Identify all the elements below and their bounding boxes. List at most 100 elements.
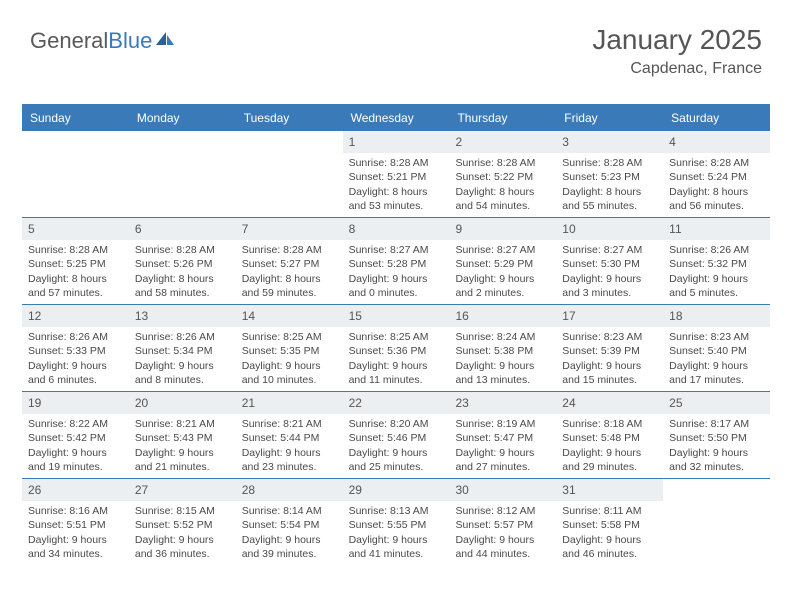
- day-number: 19: [22, 392, 129, 414]
- day-cell: 10 Sunrise: 8:27 AMSunset: 5:30 PMDayligh…: [556, 218, 663, 304]
- day-info: Sunrise: 8:18 AMSunset: 5:48 PMDaylight:…: [556, 417, 663, 478]
- day-info: Sunrise: 8:27 AMSunset: 5:29 PMDaylight:…: [449, 243, 556, 304]
- day-info: Sunrise: 8:14 AMSunset: 5:54 PMDaylight:…: [236, 504, 343, 565]
- day-info: Sunrise: 8:27 AMSunset: 5:28 PMDaylight:…: [343, 243, 450, 304]
- day-info: Sunrise: 8:16 AMSunset: 5:51 PMDaylight:…: [22, 504, 129, 565]
- day-header: Sunday: [22, 106, 129, 130]
- day-cell: 30Sunrise: 8:12 AMSunset: 5:57 PMDayligh…: [449, 479, 556, 565]
- logo-word-b: Blue: [108, 28, 152, 53]
- day-number: 28: [236, 479, 343, 501]
- day-info: Sunrise: 8:25 AMSunset: 5:36 PMDaylight:…: [343, 330, 450, 391]
- day-number: 22: [343, 392, 450, 414]
- day-number: 14: [236, 305, 343, 327]
- day-cell: 12Sunrise: 8:26 AMSunset: 5:33 PMDayligh…: [22, 305, 129, 391]
- day-number: 27: [129, 479, 236, 501]
- day-cell: 15 Sunrise: 8:25 AMSunset: 5:36 PMDayligh…: [343, 305, 450, 391]
- week-row: 26 Sunrise: 8:16 AMSunset: 5:51 PMDayligh…: [22, 478, 770, 565]
- day-cell: 22 Sunrise: 8:20 AMSunset: 5:46 PMDayligh…: [343, 392, 450, 478]
- day-cell: 9 Sunrise: 8:27 AMSunset: 5:29 PMDaylight…: [449, 218, 556, 304]
- day-number: 24: [556, 392, 663, 414]
- day-info: Sunrise: 8:19 AMSunset: 5:47 PMDaylight:…: [449, 417, 556, 478]
- day-info: Sunrise: 8:23 AMSunset: 5:40 PMDaylight:…: [663, 330, 770, 391]
- day-header: Monday: [129, 106, 236, 130]
- day-cell: 8 Sunrise: 8:27 AMSunset: 5:28 PMDaylight…: [343, 218, 450, 304]
- day-number: 31: [556, 479, 663, 501]
- location-subtitle: Capdenac, France: [592, 60, 762, 78]
- day-info: Sunrise: 8:21 AMSunset: 5:43 PMDaylight:…: [129, 417, 236, 478]
- day-cell: 13 Sunrise: 8:26 AMSunset: 5:34 PMDayligh…: [129, 305, 236, 391]
- day-number: 2: [449, 131, 556, 153]
- month-title: January 2025: [592, 24, 762, 56]
- day-cell: 27 Sunrise: 8:15 AMSunset: 5:52 PMDayligh…: [129, 479, 236, 565]
- day-number: 30: [449, 479, 556, 501]
- day-header: Wednesday: [343, 106, 450, 130]
- day-cell: 5 Sunrise: 8:28 AMSunset: 5:25 PMDaylight…: [22, 218, 129, 304]
- day-header-row: SundayMondayTuesdayWednesdayThursdayFrid…: [22, 106, 770, 130]
- day-info: Sunrise: 8:28 AMSunset: 5:25 PMDaylight:…: [22, 243, 129, 304]
- week-row: 19Sunrise: 8:22 AMSunset: 5:42 PMDayligh…: [22, 391, 770, 478]
- day-cell: [22, 131, 129, 217]
- day-info: Sunrise: 8:11 AMSunset: 5:58 PMDaylight:…: [556, 504, 663, 565]
- day-number: 23: [449, 392, 556, 414]
- day-info: Sunrise: 8:15 AMSunset: 5:52 PMDaylight:…: [129, 504, 236, 565]
- day-cell: 4 Sunrise: 8:28 AMSunset: 5:24 PMDaylight…: [663, 131, 770, 217]
- day-info: Sunrise: 8:27 AMSunset: 5:30 PMDaylight:…: [556, 243, 663, 304]
- day-cell: 25Sunrise: 8:17 AMSunset: 5:50 PMDayligh…: [663, 392, 770, 478]
- day-number: 8: [343, 218, 450, 240]
- day-cell: 20 Sunrise: 8:21 AMSunset: 5:43 PMDayligh…: [129, 392, 236, 478]
- day-cell: 6Sunrise: 8:28 AMSunset: 5:26 PMDaylight…: [129, 218, 236, 304]
- brand-logo: GeneralBlue: [30, 28, 176, 54]
- day-cell: 21 Sunrise: 8:21 AMSunset: 5:44 PMDayligh…: [236, 392, 343, 478]
- day-number: 10: [556, 218, 663, 240]
- logo-text: GeneralBlue: [30, 28, 152, 54]
- day-info: Sunrise: 8:26 AMSunset: 5:34 PMDaylight:…: [129, 330, 236, 391]
- day-cell: 23 Sunrise: 8:19 AMSunset: 5:47 PMDayligh…: [449, 392, 556, 478]
- day-number: 12: [22, 305, 129, 327]
- day-number: 3: [556, 131, 663, 153]
- day-header: Friday: [556, 106, 663, 130]
- week-row: 1Sunrise: 8:28 AMSunset: 5:21 PMDaylight…: [22, 130, 770, 217]
- day-cell: 7Sunrise: 8:28 AMSunset: 5:27 PMDaylight…: [236, 218, 343, 304]
- day-number: 29: [343, 479, 450, 501]
- day-cell: 29 Sunrise: 8:13 AMSunset: 5:55 PMDayligh…: [343, 479, 450, 565]
- day-number: 16: [449, 305, 556, 327]
- day-info: Sunrise: 8:21 AMSunset: 5:44 PMDaylight:…: [236, 417, 343, 478]
- day-header: Thursday: [449, 106, 556, 130]
- day-info: Sunrise: 8:28 AMSunset: 5:23 PMDaylight:…: [556, 156, 663, 217]
- day-number: 26: [22, 479, 129, 501]
- day-number: 1: [343, 131, 450, 153]
- day-cell: 17Sunrise: 8:23 AMSunset: 5:39 PMDayligh…: [556, 305, 663, 391]
- day-info: Sunrise: 8:20 AMSunset: 5:46 PMDaylight:…: [343, 417, 450, 478]
- day-number: 5: [22, 218, 129, 240]
- logo-sail-icon: [154, 30, 176, 53]
- day-number: 11: [663, 218, 770, 240]
- weeks-container: 1Sunrise: 8:28 AMSunset: 5:21 PMDaylight…: [22, 130, 770, 565]
- day-cell: 19Sunrise: 8:22 AMSunset: 5:42 PMDayligh…: [22, 392, 129, 478]
- day-cell: 18 Sunrise: 8:23 AMSunset: 5:40 PMDayligh…: [663, 305, 770, 391]
- day-number: 4: [663, 131, 770, 153]
- day-info: Sunrise: 8:24 AMSunset: 5:38 PMDaylight:…: [449, 330, 556, 391]
- day-info: Sunrise: 8:28 AMSunset: 5:24 PMDaylight:…: [663, 156, 770, 217]
- day-number: 13: [129, 305, 236, 327]
- day-info: Sunrise: 8:26 AMSunset: 5:32 PMDaylight:…: [663, 243, 770, 304]
- week-row: 5 Sunrise: 8:28 AMSunset: 5:25 PMDaylight…: [22, 217, 770, 304]
- day-number: 9: [449, 218, 556, 240]
- day-info: Sunrise: 8:25 AMSunset: 5:35 PMDaylight:…: [236, 330, 343, 391]
- day-info: Sunrise: 8:13 AMSunset: 5:55 PMDaylight:…: [343, 504, 450, 565]
- day-number: 7: [236, 218, 343, 240]
- calendar: SundayMondayTuesdayWednesdayThursdayFrid…: [22, 104, 770, 565]
- day-number: 15: [343, 305, 450, 327]
- day-cell: 11 Sunrise: 8:26 AMSunset: 5:32 PMDayligh…: [663, 218, 770, 304]
- day-cell: 28 Sunrise: 8:14 AMSunset: 5:54 PMDayligh…: [236, 479, 343, 565]
- day-cell: 14 Sunrise: 8:25 AMSunset: 5:35 PMDayligh…: [236, 305, 343, 391]
- day-number: 18: [663, 305, 770, 327]
- day-cell: [236, 131, 343, 217]
- day-number: 21: [236, 392, 343, 414]
- day-cell: [129, 131, 236, 217]
- day-cell: 26 Sunrise: 8:16 AMSunset: 5:51 PMDayligh…: [22, 479, 129, 565]
- day-header: Saturday: [663, 106, 770, 130]
- day-cell: [663, 479, 770, 565]
- day-cell: 3 Sunrise: 8:28 AMSunset: 5:23 PMDaylight…: [556, 131, 663, 217]
- day-number: 6: [129, 218, 236, 240]
- day-number: 20: [129, 392, 236, 414]
